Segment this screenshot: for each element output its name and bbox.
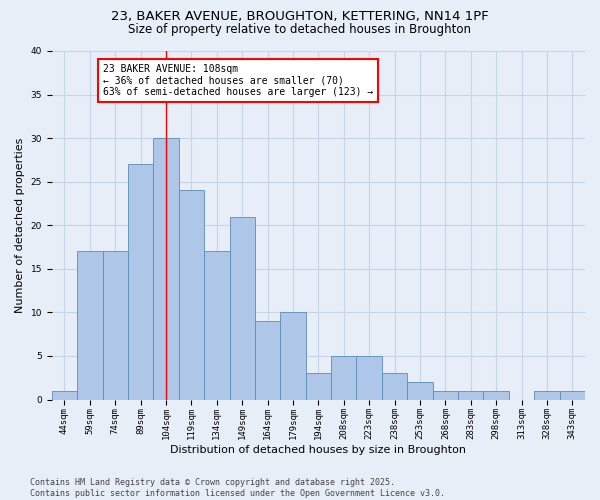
Bar bbox=[77, 252, 103, 400]
Bar bbox=[382, 374, 407, 400]
Bar bbox=[407, 382, 433, 400]
X-axis label: Distribution of detached houses by size in Broughton: Distribution of detached houses by size … bbox=[170, 445, 466, 455]
Bar bbox=[331, 356, 356, 400]
Text: 23 BAKER AVENUE: 108sqm
← 36% of detached houses are smaller (70)
63% of semi-de: 23 BAKER AVENUE: 108sqm ← 36% of detache… bbox=[103, 64, 373, 98]
Bar bbox=[230, 216, 255, 400]
Bar bbox=[52, 391, 77, 400]
Text: 23, BAKER AVENUE, BROUGHTON, KETTERING, NN14 1PF: 23, BAKER AVENUE, BROUGHTON, KETTERING, … bbox=[111, 10, 489, 23]
Bar bbox=[534, 391, 560, 400]
Bar bbox=[154, 138, 179, 400]
Bar bbox=[433, 391, 458, 400]
Bar bbox=[204, 252, 230, 400]
Text: Size of property relative to detached houses in Broughton: Size of property relative to detached ho… bbox=[128, 22, 472, 36]
Bar bbox=[280, 312, 305, 400]
Bar bbox=[179, 190, 204, 400]
Bar bbox=[305, 374, 331, 400]
Bar bbox=[560, 391, 585, 400]
Y-axis label: Number of detached properties: Number of detached properties bbox=[15, 138, 25, 313]
Bar bbox=[356, 356, 382, 400]
Text: Contains HM Land Registry data © Crown copyright and database right 2025.
Contai: Contains HM Land Registry data © Crown c… bbox=[30, 478, 445, 498]
Bar bbox=[484, 391, 509, 400]
Bar bbox=[458, 391, 484, 400]
Bar bbox=[128, 164, 154, 400]
Bar bbox=[103, 252, 128, 400]
Bar bbox=[255, 321, 280, 400]
